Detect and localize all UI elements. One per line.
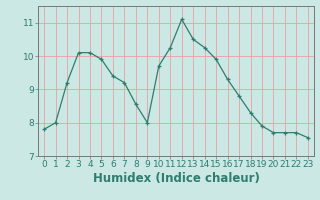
X-axis label: Humidex (Indice chaleur): Humidex (Indice chaleur) bbox=[92, 172, 260, 185]
